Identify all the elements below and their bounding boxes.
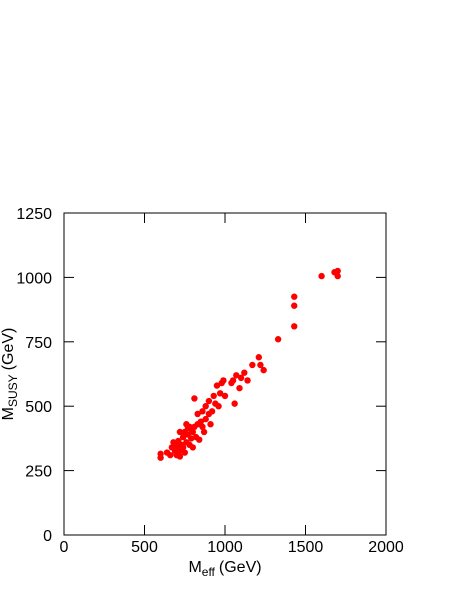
y-axis-label: MSUSY (GeV) — [0, 328, 20, 421]
point — [210, 392, 217, 400]
point — [229, 377, 237, 384]
x-tick-label: 0 — [60, 539, 69, 556]
point — [249, 361, 256, 369]
point — [220, 377, 227, 384]
y-label-subscript: SUSY — [6, 374, 20, 407]
point — [167, 451, 174, 459]
point — [189, 428, 196, 436]
point — [291, 323, 298, 330]
point — [216, 390, 224, 397]
point — [241, 369, 248, 376]
point — [196, 436, 203, 443]
x-label-subscript: eff — [202, 565, 216, 579]
point — [171, 441, 179, 449]
plot-frame — [63, 212, 387, 536]
point — [237, 374, 245, 382]
point — [194, 410, 201, 418]
point — [207, 421, 214, 428]
point — [189, 444, 196, 451]
point — [191, 395, 198, 402]
point — [215, 403, 222, 410]
point — [257, 361, 264, 369]
point — [157, 450, 164, 458]
point — [233, 372, 240, 379]
point — [179, 433, 187, 441]
point — [334, 272, 341, 280]
y-tick-label: 1250 — [16, 206, 52, 223]
point — [186, 423, 193, 431]
point — [197, 418, 205, 425]
x-axis-label: Meff (GeV) — [188, 559, 261, 579]
y-label-unit: (GeV) — [0, 328, 17, 371]
point — [176, 428, 184, 436]
x-tick-label: 2000 — [368, 539, 404, 556]
point — [179, 444, 187, 451]
point — [318, 272, 325, 280]
point — [255, 354, 263, 361]
x-label-symbol: M — [188, 559, 201, 576]
point — [181, 449, 188, 456]
point — [231, 400, 238, 407]
point — [213, 382, 221, 389]
point — [291, 293, 298, 300]
y-label-symbol: M — [0, 407, 17, 420]
x-tick-label: 500 — [131, 539, 158, 556]
x-tick-label: 1000 — [207, 539, 243, 556]
x-label-unit: (GeV) — [219, 559, 262, 576]
point — [274, 336, 282, 343]
point — [199, 423, 206, 431]
point — [221, 392, 229, 400]
point — [244, 377, 251, 384]
point — [202, 403, 209, 410]
y-tick-label: 0 — [43, 528, 52, 545]
point — [291, 302, 298, 309]
point — [208, 408, 216, 415]
y-tick-label: 500 — [25, 399, 52, 416]
y-tick-label: 1000 — [16, 270, 52, 287]
point — [260, 366, 267, 374]
point — [334, 267, 341, 275]
y-tick-label: 750 — [25, 335, 52, 352]
point — [187, 435, 195, 442]
x-tick-label: 1500 — [288, 539, 324, 556]
point — [175, 449, 182, 456]
point — [205, 397, 213, 405]
point — [202, 415, 209, 423]
y-tick-label: 250 — [25, 464, 52, 481]
point — [199, 408, 206, 415]
point — [200, 428, 208, 436]
point — [236, 384, 243, 392]
